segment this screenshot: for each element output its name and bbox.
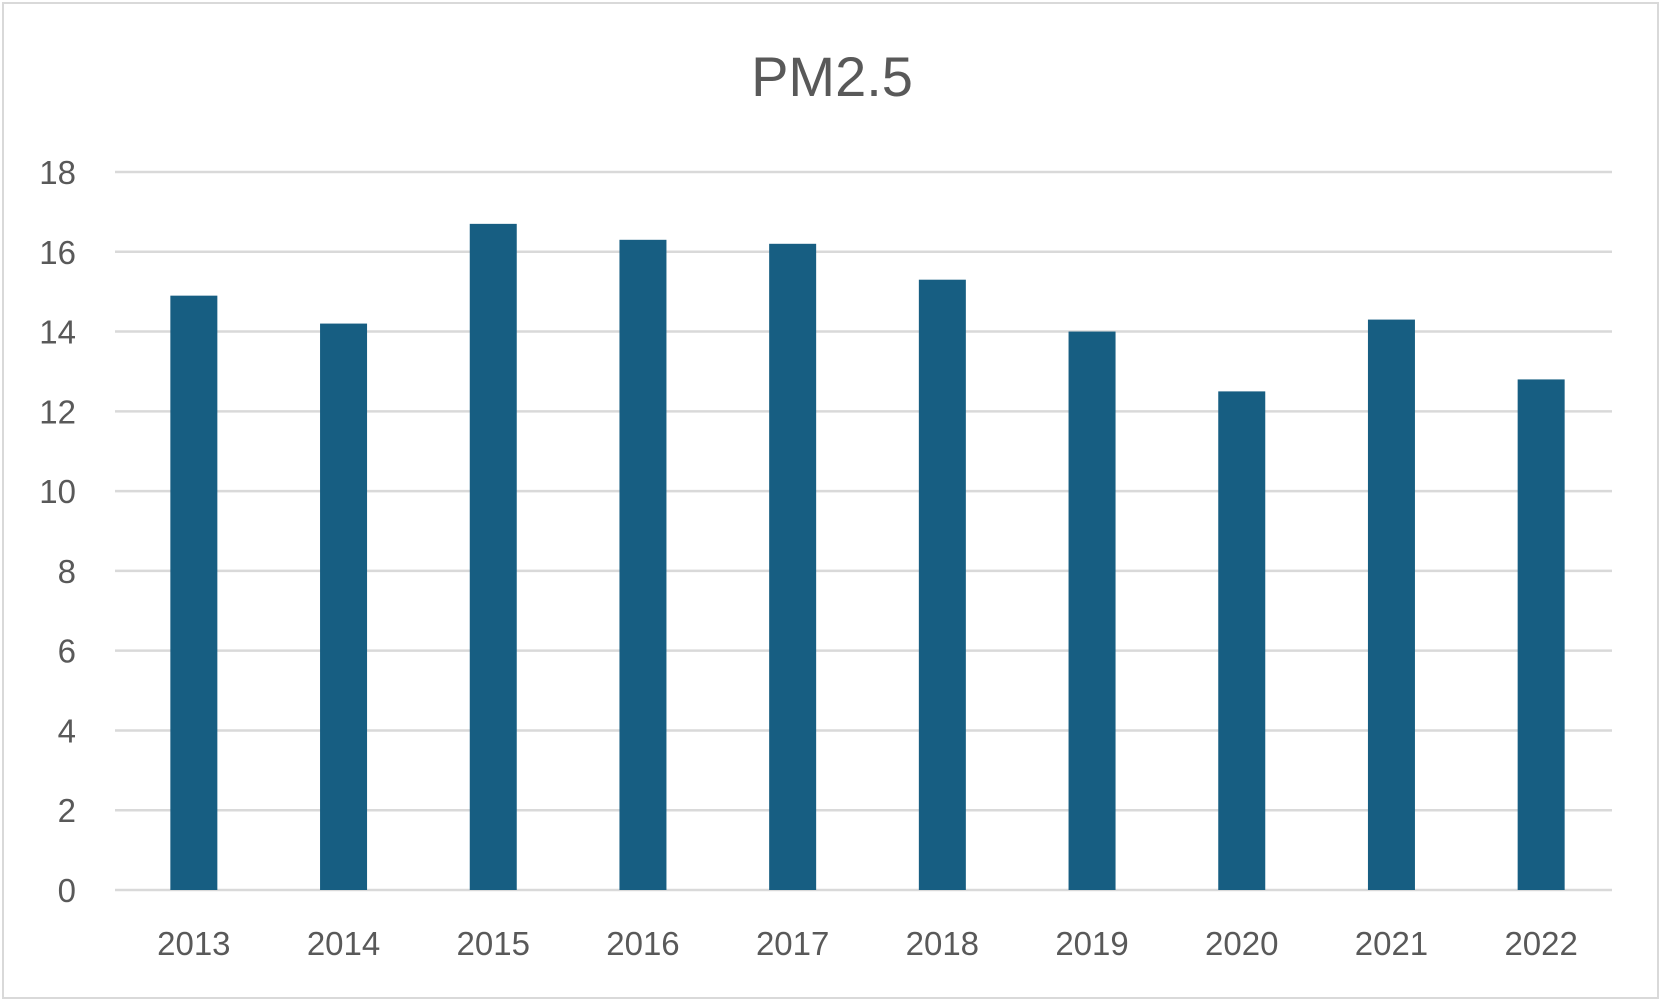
x-axis-ticks: 2013 2014 2015 2016 2017 2018 2019 2020 2021 2022 [157, 925, 1578, 962]
x-tick-label: 2016 [606, 925, 679, 962]
x-tick-label: 2015 [457, 925, 530, 962]
y-tick-label: 0 [58, 872, 76, 909]
x-tick-label: 2020 [1205, 925, 1278, 962]
x-tick-label: 2021 [1355, 925, 1428, 962]
y-axis-ticks: 0 2 4 6 8 10 12 14 16 18 [39, 154, 76, 909]
y-tick-label: 10 [39, 473, 76, 510]
x-tick-label: 2019 [1055, 925, 1128, 962]
bar-2016 [619, 239, 667, 891]
bar-2013 [170, 295, 218, 891]
chart-title: PM2.5 [751, 45, 913, 108]
bar-2020 [1218, 391, 1266, 890]
x-tick-label: 2017 [756, 925, 829, 962]
bar-2017 [769, 243, 817, 891]
y-tick-label: 18 [39, 154, 76, 191]
x-tick-label: 2014 [307, 925, 380, 962]
bar-2018 [918, 279, 966, 890]
bar-2022 [1517, 379, 1565, 890]
bar-2015 [469, 223, 517, 890]
x-tick-label: 2018 [906, 925, 979, 962]
y-tick-label: 12 [39, 393, 76, 430]
y-tick-label: 8 [58, 553, 76, 590]
x-tick-label: 2013 [157, 925, 230, 962]
bar-2014 [320, 323, 368, 891]
y-tick-label: 2 [58, 792, 76, 829]
x-tick-label: 2022 [1504, 925, 1577, 962]
bar-2019 [1068, 331, 1116, 890]
y-tick-label: 16 [39, 234, 76, 271]
y-tick-label: 6 [58, 633, 76, 670]
y-tick-label: 14 [39, 314, 76, 351]
y-tick-label: 4 [58, 712, 76, 749]
bar-2021 [1367, 319, 1415, 891]
bars [170, 223, 1565, 891]
